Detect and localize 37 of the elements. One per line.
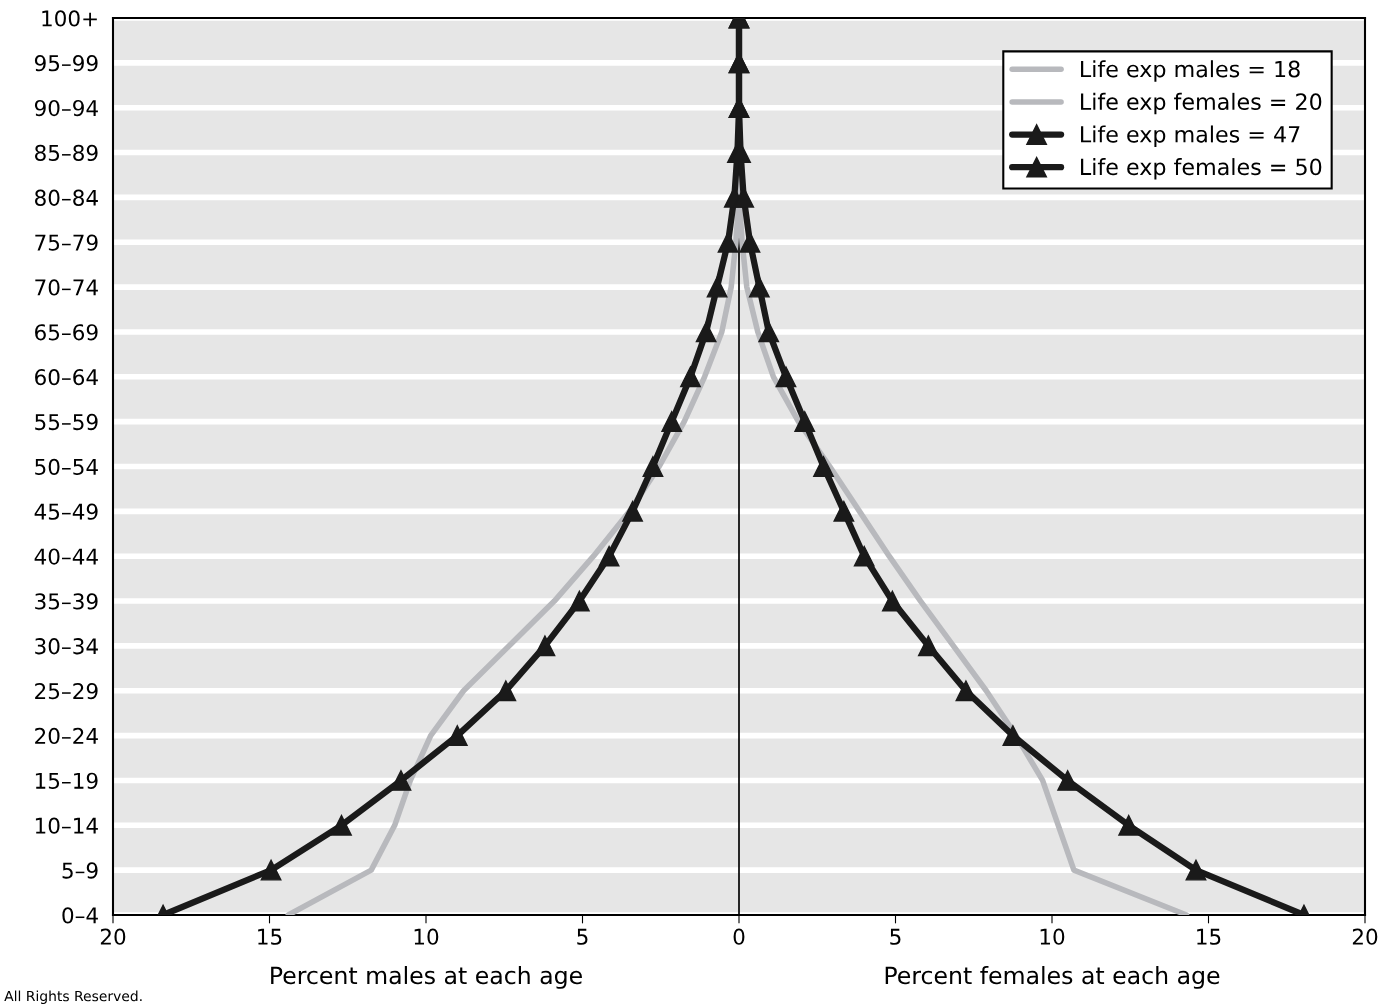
text: All Rights Reserved.	[4, 990, 142, 1004]
legend-label: Life exp females = 20	[1081, 92, 1322, 115]
y-tick-label: 15–19	[35, 772, 98, 789]
y-tick-label: 70–74	[35, 279, 98, 296]
y-tick-label: 50–54	[35, 458, 98, 475]
y-tick-label: 25–29	[35, 682, 98, 700]
x-tick-label: 15	[1197, 928, 1221, 945]
text: Percent males at each age	[271, 966, 582, 989]
x-tick-label: 20	[100, 928, 126, 945]
legend-label: Life exp males = 18	[1081, 60, 1300, 82]
x-tick-label: 5	[577, 928, 588, 945]
legend-label: Life exp males = 47	[1081, 125, 1300, 147]
y-tick-label: 65–69	[35, 324, 98, 341]
y-tick-label: 100+	[42, 10, 97, 27]
y-tick-label: 45–49	[34, 503, 98, 520]
y-tick-label: 5–9	[62, 862, 98, 879]
y-tick-label: 80–84	[35, 189, 98, 206]
y-tick-label: 10–14	[35, 817, 98, 834]
text: Percent females at each age	[885, 966, 1220, 989]
y-tick-label: 40–44	[34, 548, 98, 565]
y-tick-label: 60–64	[35, 369, 98, 386]
x-tick-label: 5	[890, 928, 901, 945]
y-tick-label: 0–4	[62, 907, 98, 924]
y-tick-label: 85–89	[35, 144, 98, 162]
y-tick-label: 95–99	[34, 55, 98, 72]
x-tick-label: 20	[1352, 928, 1378, 945]
x-tick-label: 0	[733, 928, 745, 945]
y-tick-label: 90–94	[34, 99, 98, 117]
x-tick-label: 15	[258, 928, 282, 945]
y-tick-label: 35–39	[35, 593, 98, 610]
y-tick-label: 20–24	[35, 727, 98, 745]
y-tick-label: 55–59	[35, 413, 98, 431]
x-tick-label: 10	[414, 928, 439, 945]
legend-label: Life exp females = 50	[1081, 158, 1322, 180]
y-tick-label: 30–34	[35, 638, 98, 655]
x-tick-label: 10	[1040, 928, 1065, 945]
y-tick-label: 75–79	[35, 234, 98, 251]
